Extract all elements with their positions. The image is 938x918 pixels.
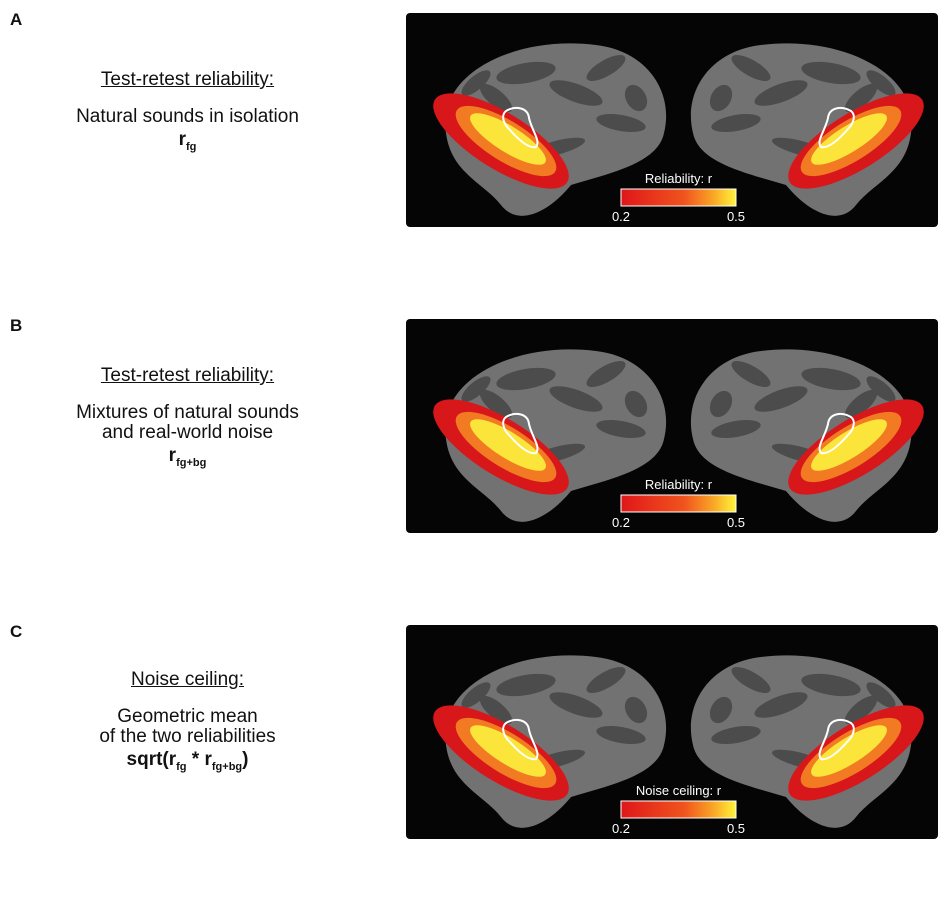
panel: A Test-retest reliability: Natural sounds … [0, 0, 938, 306]
colorbar-tick-label: 0.5 [727, 821, 745, 836]
formula-text: sqrt(r [127, 749, 177, 770]
description-line: and real-world noise [0, 423, 375, 443]
brain-image: Reliability: r 0.2 0.5 [406, 319, 938, 533]
panel-letter: A [10, 10, 22, 30]
heading: Test-retest reliability: [0, 366, 375, 386]
heading: Test-retest reliability: [0, 70, 375, 90]
description-line: of the two reliabilities [0, 727, 375, 747]
colorbar-tick-label: 0.2 [612, 515, 630, 530]
heading: Noise ceiling: [0, 670, 375, 690]
formula-text: r [169, 445, 176, 466]
colorbar [621, 495, 736, 512]
brain-image: Noise ceiling: r 0.2 0.5 [406, 625, 938, 839]
panel: B Test-retest reliability: Mixtures of nat… [0, 306, 938, 612]
formula-text: r [179, 129, 186, 150]
formula: rfg+bg [0, 446, 375, 473]
formula-text: * r [187, 749, 212, 770]
colorbar-tick-label: 0.5 [727, 515, 745, 530]
formula-subscript: fg [186, 141, 196, 153]
figure: A Test-retest reliability: Natural sounds … [0, 0, 938, 839]
panel-letter: C [10, 622, 22, 642]
colorbar-label: Noise ceiling: r [636, 783, 722, 798]
description-line: Geometric mean [0, 707, 375, 727]
panel-text: Test-retest reliability: Mixtures of natu… [0, 366, 375, 473]
colorbar [621, 189, 736, 206]
formula-subscript: fg+bg [212, 761, 242, 773]
colorbar-tick-label: 0.2 [612, 209, 630, 224]
brain-image: Reliability: r 0.2 0.5 [406, 13, 938, 227]
colorbar [621, 801, 736, 818]
formula-subscript: fg+bg [176, 457, 206, 469]
formula: rfg [0, 130, 375, 157]
panel-letter: B [10, 316, 22, 336]
colorbar-tick-label: 0.5 [727, 209, 745, 224]
panel-text: Test-retest reliability: Natural sounds i… [0, 70, 375, 157]
formula-text: ) [242, 749, 248, 770]
colorbar-label: Reliability: r [645, 477, 713, 492]
colorbar-label: Reliability: r [645, 171, 713, 186]
formula: sqrt(rfg * rfg+bg) [0, 750, 375, 777]
panel-text: Noise ceiling: Geometric meanof the two r… [0, 670, 375, 777]
description-line: Mixtures of natural sounds [0, 403, 375, 423]
colorbar-tick-label: 0.2 [612, 821, 630, 836]
formula-subscript: fg [176, 761, 186, 773]
description-line: Natural sounds in isolation [0, 107, 375, 127]
